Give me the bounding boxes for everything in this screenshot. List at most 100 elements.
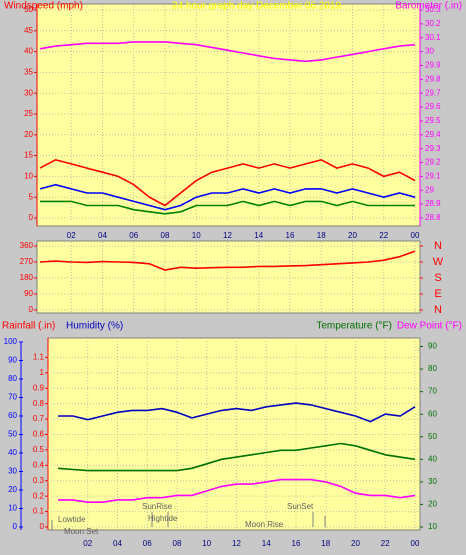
- y-tick-label: 30: [24, 88, 33, 97]
- x-tick-label: 10: [202, 539, 211, 548]
- y2-tick-label: 80: [428, 364, 437, 373]
- legend-label: Temperature (°F): [316, 321, 392, 332]
- y3-tick-label: 30: [8, 467, 17, 476]
- legend-label: Dew Point (°F): [397, 321, 462, 332]
- y-tick-label: 0.3: [33, 476, 45, 485]
- x-tick-label: 08: [173, 539, 182, 548]
- y-tick-label: 0: [40, 522, 45, 531]
- series-line: [39, 250, 416, 271]
- annotation: Moon Set: [64, 527, 99, 536]
- y3-tick-label: 80: [8, 374, 17, 383]
- annotation: Lowtide: [58, 515, 86, 524]
- y-tick-label: 0.4: [33, 460, 45, 469]
- y2-tick-label: 50: [428, 432, 437, 441]
- y-tick-label: 35: [24, 68, 33, 77]
- y3-tick-label: 20: [8, 485, 17, 494]
- series-line: [58, 402, 416, 423]
- y-tick-label: 90: [24, 289, 33, 298]
- x-tick-label: 08: [161, 231, 170, 240]
- y2-tick-label: 70: [428, 387, 437, 396]
- series-line: [39, 158, 416, 207]
- y-tick-label: 0.6: [33, 430, 45, 439]
- y2-tick-label: 29.3: [425, 144, 441, 153]
- y2-tick-label: 20: [428, 500, 437, 509]
- y2-tick-label: 40: [428, 454, 437, 463]
- y-tick-label: 15: [24, 151, 33, 160]
- y2-tick-label: 30.3: [425, 5, 441, 14]
- y3-tick-label: 70: [8, 393, 17, 402]
- annotation: SunSet: [287, 502, 314, 511]
- y-tick-label: 20: [24, 130, 33, 139]
- y2-tick-label: 28.8: [425, 213, 441, 222]
- y3-tick-label: 100: [4, 337, 18, 346]
- y2-tick-label: 30: [428, 477, 437, 486]
- y-tick-label: 0.2: [33, 491, 45, 500]
- series-line: [39, 41, 416, 63]
- series-line: [57, 442, 416, 472]
- x-tick-label: 10: [192, 231, 201, 240]
- x-tick-label: 00: [411, 539, 420, 548]
- x-tick-label: 04: [113, 539, 122, 548]
- y3-tick-label: 0: [13, 522, 18, 531]
- x-tick-label: 16: [292, 539, 301, 548]
- y2-tick-label: 30.1: [425, 33, 441, 42]
- y-tick-label: 50: [24, 5, 33, 14]
- x-tick-label: 04: [98, 231, 107, 240]
- y2-tick-label: 29.7: [425, 88, 441, 97]
- y-tick-label: 0.9: [33, 383, 45, 392]
- y2-tick-label: 60: [428, 409, 437, 418]
- y-tick-label: 180: [20, 273, 34, 282]
- series-line: [58, 478, 416, 503]
- x-tick-label: 02: [67, 231, 76, 240]
- y3-tick-label: 90: [8, 356, 17, 365]
- y-tick-label: 360: [20, 241, 34, 250]
- x-tick-label: 20: [351, 539, 360, 548]
- y2-tick-label: 29: [425, 185, 434, 194]
- y3-tick-label: 40: [8, 448, 17, 457]
- y2-tick-label: N: [434, 304, 442, 316]
- y2-tick-label: N: [434, 240, 442, 252]
- y-tick-label: 45: [24, 26, 33, 35]
- x-tick-label: 02: [83, 539, 92, 548]
- x-tick-label: 18: [317, 231, 326, 240]
- series-line: [40, 200, 415, 215]
- series-line: [39, 183, 416, 211]
- legend-label: Humidity (%): [66, 321, 123, 332]
- x-tick-label: 12: [223, 231, 232, 240]
- y3-tick-label: 10: [8, 504, 17, 513]
- y2-tick-label: 30: [425, 47, 434, 56]
- y-tick-label: 270: [20, 257, 34, 266]
- y2-tick-label: 29.2: [425, 158, 441, 167]
- y-axis-label: Windspeed (mph): [4, 1, 83, 12]
- x-tick-label: 00: [411, 231, 420, 240]
- y3-tick-label: 60: [8, 411, 17, 420]
- plot-area: [36, 3, 421, 227]
- y-tick-label: 40: [24, 47, 33, 56]
- y-tick-label: 1: [40, 368, 45, 377]
- y2-axis-label: Barometer (.in): [395, 1, 462, 12]
- y-tick-label: 0.8: [33, 399, 45, 408]
- x-tick-label: 18: [321, 539, 330, 548]
- y-tick-label: 10: [24, 172, 33, 181]
- annotation: SunRise: [142, 502, 173, 511]
- y2-tick-label: 30.2: [425, 19, 441, 28]
- annotation: Moon Rise: [245, 520, 284, 529]
- annotation: Hightide: [148, 514, 178, 523]
- y-tick-label: 5: [29, 192, 34, 201]
- y-tick-label: 0: [29, 213, 34, 222]
- y-tick-label: 0.7: [33, 414, 45, 423]
- y2-tick-label: 29.1: [425, 172, 441, 181]
- plot-area: [36, 240, 421, 314]
- y2-tick-label: 29.8: [425, 74, 441, 83]
- x-tick-label: 22: [381, 539, 390, 548]
- x-tick-label: 06: [129, 231, 138, 240]
- x-tick-label: 12: [232, 539, 241, 548]
- y2-tick-label: 29.9: [425, 61, 441, 70]
- y2-tick-label: 28.9: [425, 199, 441, 208]
- y2-tick-label: E: [434, 288, 441, 300]
- y-axis-label: Rainfall (.in): [2, 321, 55, 332]
- x-tick-label: 14: [262, 539, 271, 548]
- x-tick-label: 14: [254, 231, 263, 240]
- y2-tick-label: 10: [428, 522, 437, 531]
